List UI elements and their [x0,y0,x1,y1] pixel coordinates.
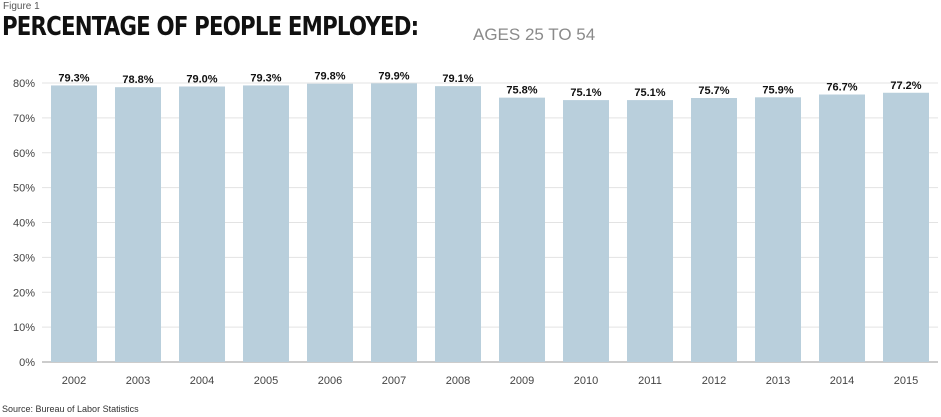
bar-2007 [371,83,417,362]
y-tick-label: 10% [13,322,35,334]
y-tick-label: 50% [13,183,35,195]
x-tick-label-2015: 2015 [894,375,918,387]
gridlines [42,82,938,363]
data-label-2010: 75.1% [570,87,601,99]
bar-2013 [755,97,801,362]
bar-2009 [499,97,545,363]
bars [51,83,929,363]
x-tick-label-2011: 2011 [638,375,662,387]
x-tick-label-2009: 2009 [510,375,534,387]
source-note: Source: Bureau of Labor Statistics [2,404,139,414]
x-tick-label-2005: 2005 [254,375,278,387]
figure-label: Figure 1 [3,1,40,12]
x-tick-label-2014: 2014 [830,375,854,387]
y-tick-label: 30% [13,252,35,264]
data-label-2013: 75.9% [762,84,793,96]
data-label-2008: 79.1% [442,73,473,85]
y-tick-label: 0% [19,357,35,369]
title-row: PERCENTAGE OF PEOPLE EMPLOYED: [2,12,510,42]
x-tick-label-2013: 2013 [766,375,790,387]
bar-2011 [627,100,673,363]
bar-2010 [563,100,609,363]
bar-2006 [307,83,353,362]
y-tick-label: 20% [13,287,35,299]
data-label-2007: 79.9% [378,70,409,82]
x-tick-label-2006: 2006 [318,375,342,387]
data-labels: 79.3% 78.8% 79.0% 79.3% 79.8% 79.9% 79.1% 75.8%… [58,70,921,99]
bar-2015 [883,92,929,362]
x-tick-label-2010: 2010 [574,375,598,387]
data-label-2002: 79.3% [58,72,89,84]
y-tick-label: 60% [13,148,35,160]
bar-2003 [115,87,161,362]
bar-2004 [179,86,225,363]
bar-2005 [243,85,289,362]
y-tick-label: 70% [13,113,35,125]
chart-subtitle: AGES 25 TO 54 [473,25,596,44]
data-label-2011: 75.1% [634,87,665,99]
y-axis-ticks: 0% 10% 20% 30% 40% 50% 60% 70% 80% [13,78,35,369]
data-label-2005: 79.3% [250,72,281,84]
x-tick-label-2002: 2002 [62,375,86,387]
x-axis-ticks: 2002 2003 2004 2005 2006 2007 2008 2009 2010 2011… [62,375,918,387]
x-tick-label-2007: 2007 [382,375,406,387]
y-tick-label: 40% [13,218,35,230]
data-label-2004: 79.0% [186,73,217,85]
x-tick-label-2008: 2008 [446,375,470,387]
data-label-2006: 79.8% [314,71,345,83]
data-label-2003: 78.8% [122,74,153,86]
chart-title: PERCENTAGE OF PEOPLE EMPLOYED: [2,12,419,42]
bar-2014 [819,94,865,362]
data-label-2009: 75.8% [506,85,537,97]
bar-2008 [435,86,481,363]
data-label-2015: 77.2% [890,80,921,92]
data-label-2012: 75.7% [698,85,729,97]
x-tick-label-2003: 2003 [126,375,150,387]
bar-2012 [691,97,737,362]
data-label-2014: 76.7% [826,82,857,94]
bar-2002 [51,85,97,362]
y-tick-label: 80% [13,78,35,90]
x-tick-label-2004: 2004 [190,375,214,387]
x-tick-label-2012: 2012 [702,375,726,387]
